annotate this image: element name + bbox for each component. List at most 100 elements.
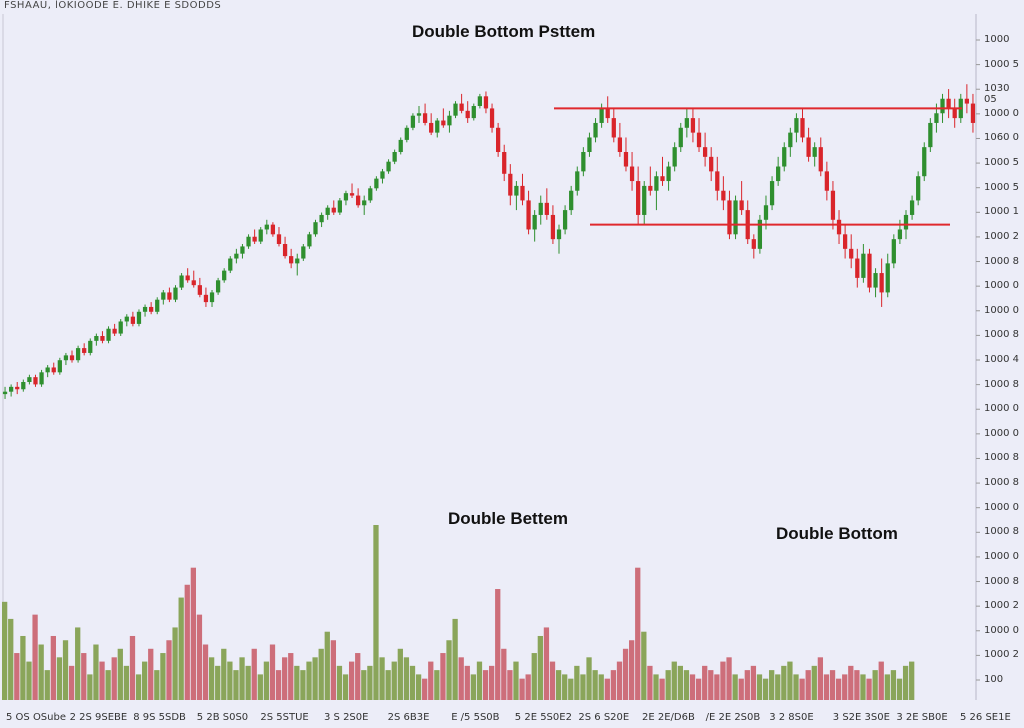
volume-bar [403, 657, 410, 700]
candle-body [331, 207, 336, 213]
y-tick-label: 1000 0 [984, 550, 1019, 562]
candle-body [782, 147, 787, 167]
candle-body [861, 253, 866, 278]
volume-bar [428, 661, 434, 700]
volume-bar [531, 653, 537, 700]
candle-body [82, 348, 87, 353]
volume-bar [793, 674, 799, 700]
x-tick-label: 3 2 8S0E [769, 712, 814, 723]
candle-body [666, 166, 671, 182]
volume-bar [787, 661, 793, 700]
volume-bar [288, 653, 294, 700]
candle-body [191, 280, 196, 286]
candle-body [404, 127, 409, 140]
y-tick-label: 100 [984, 674, 1004, 685]
candle-body [142, 306, 148, 312]
x-tick-label: 8 9S 5SDB [133, 712, 186, 723]
candle-body [441, 120, 446, 126]
volume-bar [111, 657, 117, 700]
volume-bar [689, 674, 696, 700]
volume-bar [215, 665, 221, 700]
volume-bar [135, 674, 142, 700]
candle-body [928, 122, 933, 148]
volume-bar [75, 627, 81, 700]
x-tick-label: 2S 6 S20E [578, 712, 630, 723]
candle-body [709, 156, 714, 172]
candle-body [739, 200, 744, 211]
y-tick-label: 1000 0 [984, 501, 1019, 513]
x-tick-label: 3 S 2S0E [324, 712, 369, 723]
candle-body [422, 113, 428, 123]
candle-body [15, 386, 20, 390]
candle-body [867, 253, 872, 288]
candle-body [398, 139, 403, 152]
candle-body [63, 355, 69, 361]
candle-body [39, 372, 44, 385]
x-tick-label: 2S 6B3E [387, 712, 430, 723]
candle-body [319, 214, 324, 223]
volume-bar [68, 665, 75, 700]
volume-bar [555, 670, 562, 700]
candle-body [940, 98, 945, 114]
volume-bar [56, 657, 63, 700]
candle-body [203, 294, 209, 303]
y-tick-label: 1000 1 [984, 206, 1019, 218]
volume-bar [562, 674, 568, 700]
candle-body [556, 229, 562, 240]
candle-body [952, 108, 957, 119]
candle-body [569, 190, 574, 211]
candle-body [599, 108, 604, 123]
candle-body [130, 316, 136, 324]
y-tick-label: 1000 0 [984, 280, 1019, 292]
volume-bar [172, 627, 178, 700]
y-tick-label: 1000 4 [984, 354, 1019, 365]
volume-bar [476, 661, 483, 700]
y-tick-label: 1000 8 [984, 329, 1019, 341]
volume-bar [525, 674, 531, 700]
candle-body [532, 214, 537, 230]
candle-body [106, 328, 111, 341]
volume-bar [355, 653, 361, 700]
volume-bar [507, 670, 513, 700]
candle-body [757, 219, 763, 249]
candle-body [349, 193, 355, 196]
x-tick-label: 5 2B S0S0 [196, 712, 249, 723]
volume-bar [489, 665, 495, 700]
volume-bar [373, 525, 379, 700]
candle-body [465, 110, 470, 119]
candle-body [453, 103, 458, 116]
candle-body [307, 234, 312, 247]
candle-body [161, 292, 166, 300]
volume-bar [385, 670, 391, 700]
volume-bar [415, 674, 422, 700]
y-tick-label: 1000 8 [984, 526, 1019, 538]
y-tick-label: 1000 5 [984, 58, 1019, 70]
candle-body [416, 113, 422, 116]
volume-bar [604, 678, 610, 700]
volume-bar [300, 670, 306, 700]
candle-body [9, 386, 14, 392]
candle-body [136, 311, 142, 324]
volume-bar [635, 567, 641, 700]
x-tick-label: 2S 5STUE [260, 712, 309, 723]
volume-bar [391, 661, 397, 700]
candle-body [179, 275, 184, 288]
candle-body [459, 103, 464, 111]
candle-body [727, 200, 732, 235]
candle-body [763, 205, 769, 220]
y-tick-label: 1000 0 [984, 304, 1019, 316]
candle-body [654, 176, 659, 191]
candle-body [678, 127, 683, 148]
candle-body [818, 147, 823, 172]
candle-body [410, 115, 416, 128]
volume-bar [848, 665, 854, 700]
candle-body [252, 236, 257, 242]
volume-bar [87, 674, 93, 700]
volume-bar [641, 631, 647, 700]
candle-body [325, 207, 330, 215]
candle-body [155, 299, 160, 312]
candle-body [33, 377, 38, 385]
y-tick-label: 1000 8 [984, 477, 1019, 489]
candle-body [575, 171, 580, 191]
candle-body [185, 275, 190, 281]
